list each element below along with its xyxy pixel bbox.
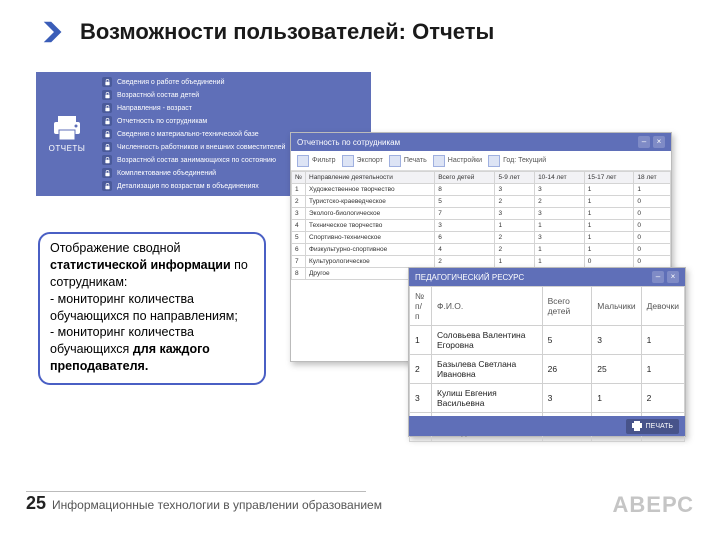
summary-table: №Направление деятельностиВсего детей5-9 … (291, 171, 671, 280)
table-row[interactable]: 6Физкультурно-спортивное42110 (292, 244, 671, 256)
footer-divider (26, 491, 366, 492)
lock-icon (102, 155, 112, 165)
tool-icon (389, 155, 401, 167)
description-callout: Отображение сводной статистической инфор… (38, 232, 266, 385)
window-title: ПЕДАГОГИЧЕСКИЙ РЕСУРС (415, 273, 524, 282)
column-header: 10-14 лет (535, 172, 585, 184)
lock-icon (102, 103, 112, 113)
column-header: № п/п (410, 287, 432, 326)
column-header: № (292, 172, 306, 184)
lock-icon (102, 77, 112, 87)
minimize-button[interactable]: – (652, 271, 664, 283)
brand-logo: АВЕРС (613, 492, 694, 518)
table-row[interactable]: 4Техническое творчество31110 (292, 220, 671, 232)
table-row[interactable]: 7Культурологическое21100 (292, 256, 671, 268)
tool-icon (433, 155, 445, 167)
lock-icon (102, 142, 112, 152)
tool-icon (488, 155, 500, 167)
report-item[interactable]: Отчетность по сотрудникам (102, 115, 367, 127)
table-row[interactable]: 3Эколого-биологическое73310 (292, 208, 671, 220)
table-row[interactable]: 3Кулиш Евгения Васильевна312 (410, 384, 685, 413)
toolbar-item[interactable]: Год: Текущий (488, 155, 546, 167)
window-title: Отчетность по сотрудникам (297, 138, 400, 147)
report-item[interactable]: Сведения о работе объединений (102, 76, 367, 88)
report-item[interactable]: Возрастной состав детей (102, 89, 367, 101)
lock-icon (102, 90, 112, 100)
table-row[interactable]: 5Спортивно-техническое62310 (292, 232, 671, 244)
table-row[interactable]: 1Соловьева Валентина Егоровна531 (410, 326, 685, 355)
toolbar-item[interactable]: Фильтр (297, 155, 336, 167)
column-header: 5-9 лет (495, 172, 535, 184)
printer-icon (50, 116, 84, 142)
column-header: 15-17 лет (584, 172, 634, 184)
column-header: Направление деятельности (306, 172, 435, 184)
toolbar-item[interactable]: Экспорт (342, 155, 383, 167)
report-item[interactable]: Направления - возраст (102, 102, 367, 114)
lock-icon (102, 168, 112, 178)
lock-icon (102, 181, 112, 191)
page-title: Возможности пользователей: Отчеты (80, 19, 494, 45)
table-row[interactable]: 1Художественное творчество83311 (292, 184, 671, 196)
lock-icon (102, 129, 112, 139)
column-header: Девочки (641, 287, 684, 326)
page-number: 25 (26, 493, 46, 514)
lock-icon (102, 116, 112, 126)
toolbar-item[interactable]: Настройки (433, 155, 482, 167)
column-header: Мальчики (592, 287, 641, 326)
table-row[interactable]: 2Туристско-краеведческое52210 (292, 196, 671, 208)
close-button[interactable]: × (653, 136, 665, 148)
toolbar-item[interactable]: Печать (389, 155, 427, 167)
footer-text: Информационные технологии в управлении о… (52, 498, 382, 512)
column-header: 18 лет (634, 172, 671, 184)
tool-icon (342, 155, 354, 167)
toolbar: Фильтр Экспорт Печать Настройки Год: Текущий (291, 151, 671, 171)
minimize-button[interactable]: – (638, 136, 650, 148)
footer: 25 Информационные технологии в управлени… (26, 493, 382, 514)
column-header: Ф.И.О. (432, 287, 543, 326)
table-row[interactable]: 2Базылева Светлана Ивановна26251 (410, 355, 685, 384)
reports-label: ОТЧЕТЫ (49, 144, 86, 153)
tool-icon (297, 155, 309, 167)
close-button[interactable]: × (667, 271, 679, 283)
print-button[interactable]: ПЕЧАТЬ (626, 419, 679, 434)
chevron-icon (40, 18, 68, 46)
column-header: Всего детей (435, 172, 495, 184)
column-header: Всего детей (542, 287, 592, 326)
printer-icon (632, 421, 642, 431)
teachers-window: ПЕДАГОГИЧЕСКИЙ РЕСУРС – × № п/пФ.И.О.Все… (408, 267, 686, 437)
